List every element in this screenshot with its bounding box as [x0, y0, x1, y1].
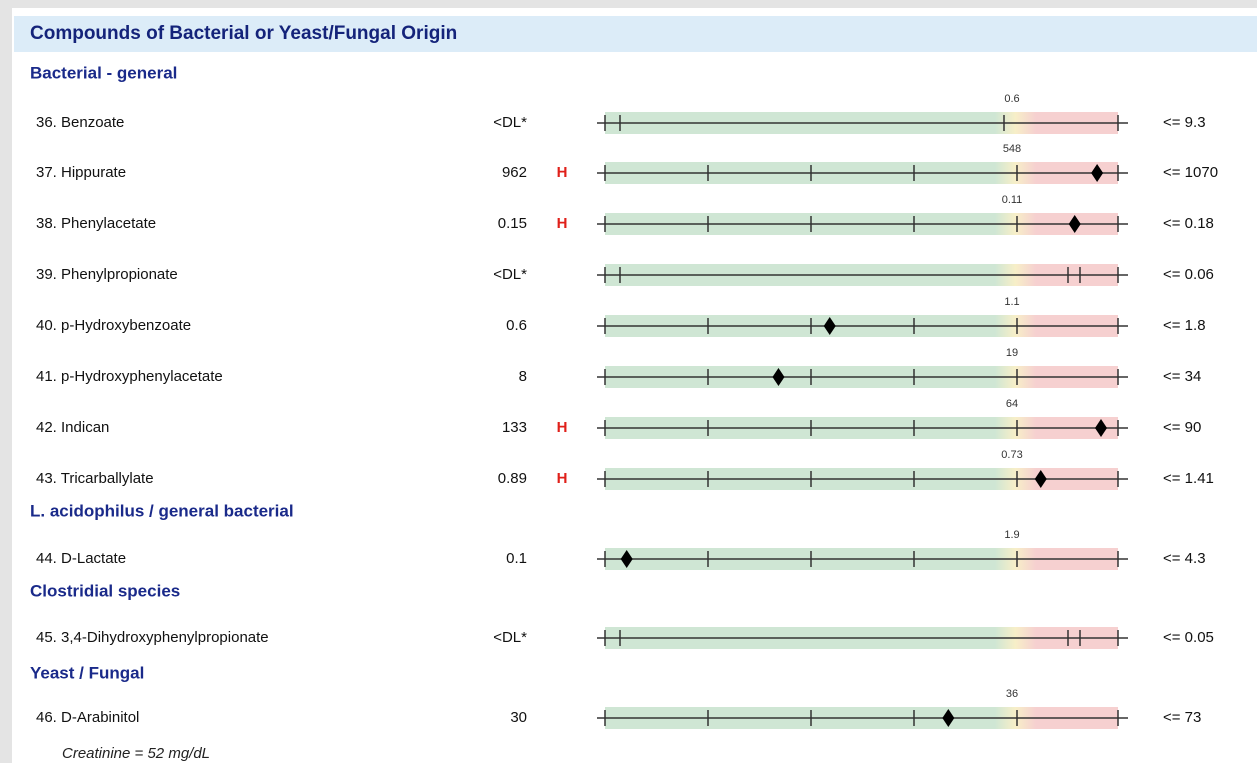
flag: H [557, 215, 568, 232]
row-label: 40. p-Hydroxybenzoate [36, 317, 191, 334]
result: 962 [502, 164, 527, 181]
result: 8 [519, 368, 527, 385]
section-title: L. acidophilus / general bacterial [30, 501, 294, 520]
marker-label: 36 [1006, 688, 1018, 700]
result-diamond [823, 317, 836, 335]
marker-label: 0.6 [1004, 93, 1019, 105]
marker-label: 548 [1003, 143, 1021, 155]
section-title: Yeast / Fungal [30, 663, 144, 682]
row-label: 38. Phenylacetate [36, 215, 156, 232]
result-diamond [942, 709, 955, 727]
result: 0.15 [498, 215, 527, 232]
limit: <= 0.05 [1163, 629, 1214, 646]
result-diamond [1091, 164, 1104, 182]
limit: <= 34 [1163, 368, 1201, 385]
result-diamond [772, 368, 785, 386]
limit: <= 1.41 [1163, 470, 1214, 487]
row-label: 45. 3,4-Dihydroxyphenylpropionate [36, 629, 269, 646]
limit: <= 73 [1163, 709, 1201, 726]
row-label: 37. Hippurate [36, 164, 126, 181]
flag: H [557, 164, 568, 181]
result-diamond [1034, 470, 1047, 488]
limit: <= 90 [1163, 419, 1201, 436]
result: <DL* [493, 629, 527, 646]
section-title: Clostridial species [30, 581, 180, 600]
result: <DL* [493, 266, 527, 283]
result: 0.6 [506, 317, 527, 334]
result-diamond [620, 550, 633, 568]
header-bar [14, 16, 1257, 52]
limit: <= 1070 [1163, 164, 1218, 181]
row-label: 42. Indican [36, 419, 109, 436]
result-diamond [1095, 419, 1107, 437]
limit: <= 4.3 [1163, 550, 1206, 567]
result: <DL* [493, 114, 527, 131]
left-border [0, 0, 12, 763]
row-label: 43. Tricarballylate [36, 470, 154, 487]
marker-label: 0.11 [1002, 194, 1023, 206]
row-label: 41. p-Hydroxyphenylacetate [36, 368, 223, 385]
marker-label: 19 [1006, 347, 1018, 359]
marker-label: 1.1 [1004, 296, 1019, 308]
row-label: 46. D-Arabinitol [36, 709, 139, 726]
result-diamond [1068, 215, 1081, 233]
row-label: 36. Benzoate [36, 114, 124, 131]
result: 0.89 [498, 470, 527, 487]
result: 0.1 [506, 550, 527, 567]
flag: H [557, 419, 568, 436]
result: 30 [510, 709, 527, 726]
row-label: 44. D-Lactate [36, 550, 126, 567]
flag: H [557, 470, 568, 487]
top-border [0, 0, 1257, 8]
row-label: 39. Phenylpropionate [36, 266, 178, 283]
footer: Creatinine = 52 mg/dL [62, 745, 210, 762]
marker-label: 0.73 [1001, 449, 1022, 461]
limit: <= 0.06 [1163, 266, 1214, 283]
header-title: Compounds of Bacterial or Yeast/Fungal O… [30, 23, 457, 44]
section-title: Bacterial - general [30, 63, 177, 82]
limit: <= 1.8 [1163, 317, 1206, 334]
limit: <= 9.3 [1163, 114, 1206, 131]
limit: <= 0.18 [1163, 215, 1214, 232]
marker-label: 1.9 [1004, 529, 1019, 541]
marker-label: 64 [1006, 398, 1018, 410]
result: 133 [502, 419, 527, 436]
